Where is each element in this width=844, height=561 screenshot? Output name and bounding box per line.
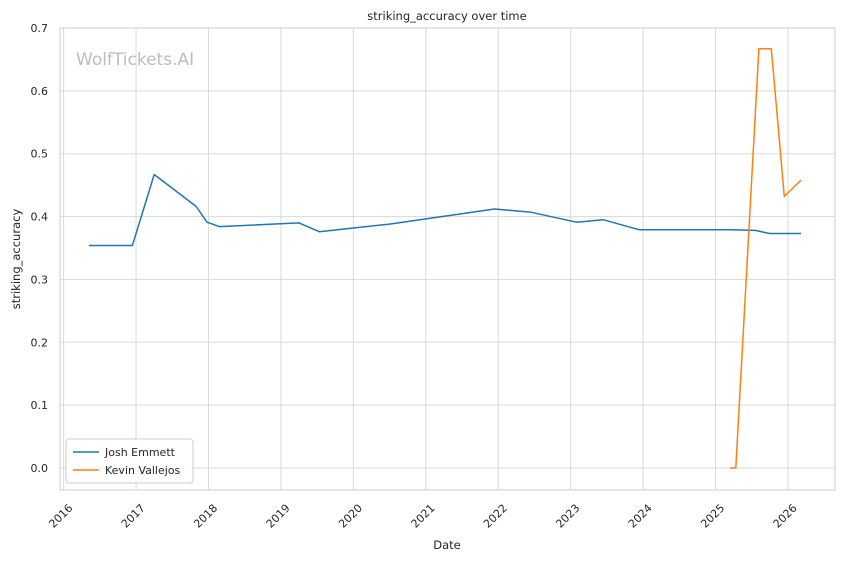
- x-tick-label: 2020: [336, 502, 365, 531]
- x-tick-label: 2025: [698, 502, 727, 531]
- legend-label: Josh Emmett: [104, 446, 176, 459]
- x-tick-label: 2023: [553, 502, 582, 531]
- y-tick-label: 0.4: [31, 211, 49, 224]
- y-tick-label: 0.7: [31, 22, 49, 35]
- y-axis-ticks: 0.0 0.1 0.2 0.3 0.4 0.5 0.6 0.7: [31, 22, 49, 475]
- legend-label: Kevin Vallejos: [105, 464, 181, 477]
- x-tick-label: 2018: [191, 502, 220, 531]
- y-tick-label: 0.5: [31, 148, 49, 161]
- watermark-text: WolfTickets.AI: [76, 50, 194, 70]
- x-tick-label: 2017: [119, 502, 148, 531]
- y-tick-label: 0.2: [31, 336, 49, 349]
- plot-frame: [59, 27, 836, 491]
- plot-background: [60, 28, 835, 490]
- x-axis-ticks: 2016 2017 2018 2019 2020 2021 2022 2023 2024 2025…: [46, 502, 799, 531]
- y-tick-label: 0.3: [31, 273, 49, 286]
- legend: Josh Emmett Kevin Vallejos: [65, 438, 194, 484]
- series-line-kevin-vallejos: [730, 47, 802, 469]
- x-axis-label: Date: [433, 538, 461, 552]
- y-axis-label: striking_accuracy: [9, 209, 23, 310]
- x-tick-label: 2022: [481, 502, 510, 531]
- y-tick-label: 0.6: [31, 85, 49, 98]
- x-tick-label: 2024: [626, 502, 655, 531]
- x-tick-label: 2026: [771, 502, 800, 531]
- y-tick-label: 0.1: [31, 399, 49, 412]
- x-tick-label: 2021: [409, 502, 438, 531]
- series-line-josh-emmett: [89, 173, 801, 247]
- series-layer: [89, 47, 802, 469]
- x-tick-label: 2016: [46, 502, 75, 531]
- legend-box: [65, 438, 194, 484]
- x-tick-label: 2019: [264, 502, 293, 531]
- y-tick-label: 0.0: [31, 462, 49, 475]
- chart-title: striking_accuracy over time: [367, 9, 526, 23]
